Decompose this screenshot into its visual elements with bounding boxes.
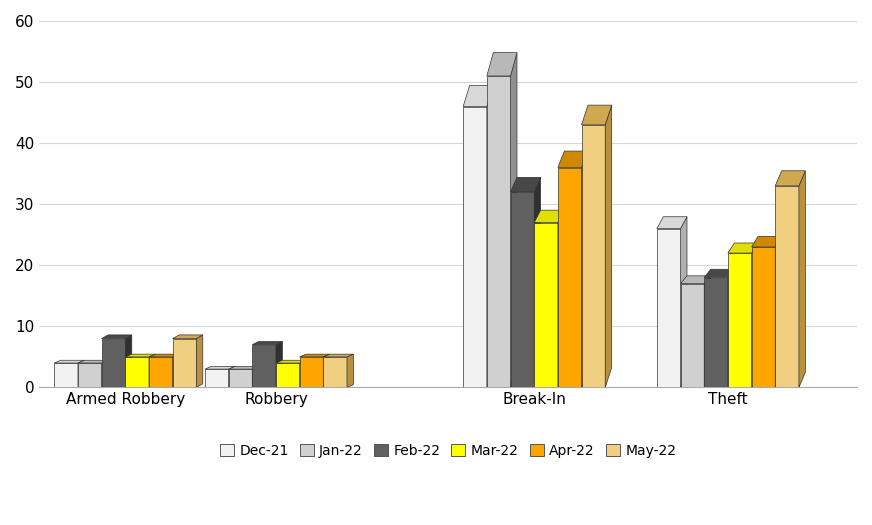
Polygon shape xyxy=(705,276,711,387)
Polygon shape xyxy=(78,363,102,387)
Polygon shape xyxy=(728,243,758,253)
Polygon shape xyxy=(78,360,108,363)
Polygon shape xyxy=(102,335,132,339)
Polygon shape xyxy=(463,107,487,387)
Polygon shape xyxy=(558,167,582,387)
Polygon shape xyxy=(126,357,149,387)
Polygon shape xyxy=(510,192,535,387)
Legend: Dec-21, Jan-22, Feb-22, Mar-22, Apr-22, May-22: Dec-21, Jan-22, Feb-22, Mar-22, Apr-22, … xyxy=(215,438,682,464)
Polygon shape xyxy=(126,335,132,387)
Polygon shape xyxy=(657,217,687,229)
Polygon shape xyxy=(228,366,235,387)
Polygon shape xyxy=(680,276,711,284)
Polygon shape xyxy=(752,236,781,247)
Polygon shape xyxy=(324,354,330,387)
Polygon shape xyxy=(173,339,196,387)
Polygon shape xyxy=(487,76,510,387)
Polygon shape xyxy=(657,229,680,387)
Polygon shape xyxy=(324,357,347,387)
Polygon shape xyxy=(752,247,775,387)
Polygon shape xyxy=(173,354,179,387)
Polygon shape xyxy=(582,151,588,387)
Polygon shape xyxy=(535,210,564,223)
Polygon shape xyxy=(276,341,283,387)
Polygon shape xyxy=(54,360,85,363)
Polygon shape xyxy=(276,363,300,387)
Polygon shape xyxy=(300,360,306,387)
Polygon shape xyxy=(558,210,564,387)
Polygon shape xyxy=(252,366,259,387)
Polygon shape xyxy=(705,278,728,387)
Polygon shape xyxy=(54,363,78,387)
Polygon shape xyxy=(775,236,781,387)
Polygon shape xyxy=(300,357,324,387)
Polygon shape xyxy=(126,354,155,357)
Polygon shape xyxy=(205,369,228,387)
Polygon shape xyxy=(205,366,235,369)
Polygon shape xyxy=(149,354,179,357)
Polygon shape xyxy=(582,125,605,387)
Polygon shape xyxy=(487,86,494,387)
Polygon shape xyxy=(728,253,752,387)
Polygon shape xyxy=(799,171,806,387)
Polygon shape xyxy=(173,335,203,339)
Polygon shape xyxy=(463,86,494,107)
Polygon shape xyxy=(487,52,517,76)
Polygon shape xyxy=(347,354,353,387)
Polygon shape xyxy=(300,354,330,357)
Polygon shape xyxy=(558,151,588,167)
Polygon shape xyxy=(149,357,173,387)
Polygon shape xyxy=(102,339,126,387)
Polygon shape xyxy=(510,177,541,192)
Polygon shape xyxy=(252,345,276,387)
Polygon shape xyxy=(149,354,155,387)
Polygon shape xyxy=(324,354,353,357)
Polygon shape xyxy=(276,360,306,363)
Polygon shape xyxy=(728,269,734,387)
Polygon shape xyxy=(605,105,611,387)
Polygon shape xyxy=(510,52,517,387)
Polygon shape xyxy=(680,217,687,387)
Polygon shape xyxy=(228,369,252,387)
Polygon shape xyxy=(535,223,558,387)
Polygon shape xyxy=(752,243,758,387)
Polygon shape xyxy=(78,360,85,387)
Polygon shape xyxy=(775,186,799,387)
Polygon shape xyxy=(680,284,705,387)
Polygon shape xyxy=(705,269,734,278)
Polygon shape xyxy=(252,341,283,345)
Polygon shape xyxy=(535,177,541,387)
Polygon shape xyxy=(582,105,611,125)
Polygon shape xyxy=(102,360,108,387)
Polygon shape xyxy=(775,171,806,186)
Polygon shape xyxy=(196,335,203,387)
Polygon shape xyxy=(228,366,259,369)
